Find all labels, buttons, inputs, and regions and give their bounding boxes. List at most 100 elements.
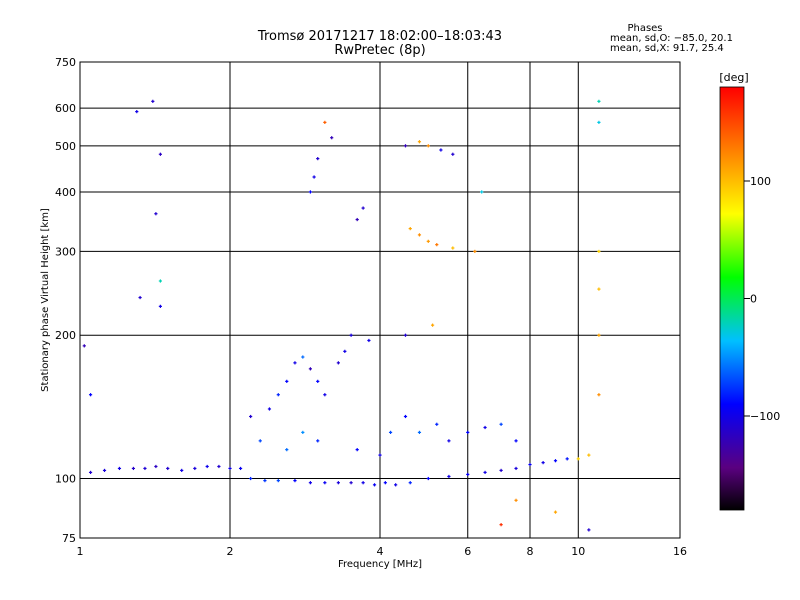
data-point	[102, 468, 107, 473]
data-point	[426, 476, 430, 481]
data-point	[238, 466, 243, 471]
data-point	[285, 448, 289, 452]
data-point	[205, 464, 209, 469]
data-point	[597, 287, 601, 291]
data-point	[330, 136, 334, 140]
data-point	[483, 425, 487, 430]
data-point	[285, 379, 289, 383]
data-point	[361, 206, 365, 210]
data-point	[394, 483, 398, 487]
data-point	[499, 468, 503, 473]
x-tick-label: 16	[673, 545, 687, 558]
x-tick-label: 1	[77, 545, 84, 558]
colorbar-ticks: 100 0 −100	[744, 175, 780, 423]
y-tick-label: 400	[55, 186, 76, 199]
data-point	[597, 333, 601, 337]
data-point	[323, 120, 327, 124]
x-tick-label: 6	[464, 545, 471, 558]
data-point	[597, 393, 601, 397]
data-point	[466, 472, 470, 477]
data-point	[553, 459, 558, 463]
data-point	[88, 470, 93, 475]
data-point	[316, 439, 320, 443]
y-axis-label: Stationary phase Virtual Height [km]	[40, 208, 51, 392]
data-point	[451, 246, 455, 250]
data-point	[323, 393, 327, 397]
data-point	[355, 217, 359, 222]
data-point	[316, 379, 320, 383]
data-point	[541, 461, 545, 465]
data-point	[217, 464, 221, 469]
data-point	[403, 144, 408, 148]
colorbar-tick-label: 0	[750, 293, 757, 306]
data-point	[82, 344, 86, 348]
data-point	[439, 148, 443, 152]
data-point	[135, 110, 139, 114]
stats-label: Phases	[627, 23, 662, 34]
data-point	[597, 249, 601, 254]
data-point	[193, 466, 197, 471]
data-point	[336, 361, 340, 365]
data-point	[430, 323, 435, 327]
data-point	[435, 243, 439, 247]
y-tick-label: 600	[55, 102, 76, 115]
data-point	[166, 466, 170, 471]
y-tick-label: 750	[55, 56, 76, 69]
x-tick-label: 8	[527, 545, 534, 558]
data-point	[361, 481, 365, 485]
data-point	[263, 479, 267, 483]
data-point	[435, 422, 439, 426]
data-point	[553, 510, 558, 514]
data-point	[565, 457, 569, 461]
data-point	[514, 466, 518, 471]
data-point	[514, 439, 518, 443]
data-point	[403, 333, 408, 337]
x-axis-label: Frequency [MHz]	[338, 559, 422, 570]
data-point	[276, 393, 280, 397]
data-point	[308, 481, 313, 485]
data-point	[293, 361, 297, 365]
axis-ticks: 1 2 4 6 8 10 16 75 100 200 300 400 500 600 750	[55, 56, 687, 558]
data-point	[336, 481, 340, 485]
colorbar-tick-label: 100	[750, 175, 771, 188]
data-point	[528, 462, 532, 467]
data-point	[417, 430, 422, 434]
data-point	[158, 152, 163, 156]
data-point	[138, 295, 142, 300]
data-point	[447, 474, 451, 479]
data-point	[451, 152, 455, 156]
data-point	[131, 466, 136, 471]
data-point	[228, 466, 232, 471]
data-point	[587, 528, 591, 532]
data-point	[447, 439, 451, 443]
x-tick-label: 2	[227, 545, 234, 558]
y-tick-label: 100	[55, 473, 76, 486]
data-point	[293, 479, 297, 483]
stats-line-o: mean, sd,O: −85.0, 20.1	[610, 33, 733, 44]
data-point	[367, 338, 371, 343]
data-point	[276, 479, 280, 483]
y-tick-label: 200	[55, 329, 76, 342]
data-point	[267, 407, 272, 411]
data-point	[378, 453, 382, 457]
x-tick-label: 10	[571, 545, 585, 558]
data-point	[308, 367, 313, 371]
data-point	[597, 99, 601, 103]
data-point	[301, 355, 305, 359]
data-point	[312, 175, 316, 179]
data-point	[466, 430, 470, 434]
data-point	[249, 476, 253, 481]
data-point	[417, 233, 422, 237]
data-point	[473, 249, 477, 254]
data-point	[323, 481, 327, 485]
stats-line-x: mean, sd,X: 91.7, 25.4	[610, 43, 724, 54]
data-point	[426, 144, 430, 148]
y-tick-label: 75	[62, 532, 76, 545]
grid	[80, 62, 680, 538]
data-point	[408, 481, 412, 485]
colorbar	[719, 86, 745, 511]
data-points	[82, 99, 601, 532]
data-point	[417, 140, 422, 144]
data-point	[158, 304, 163, 308]
data-point	[316, 157, 320, 161]
